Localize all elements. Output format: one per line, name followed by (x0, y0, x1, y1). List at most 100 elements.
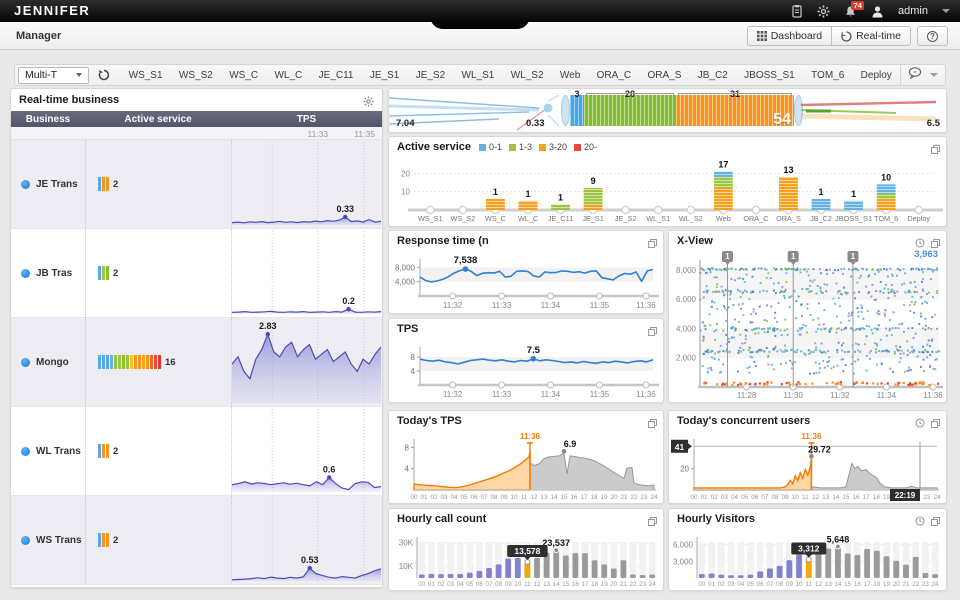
svg-text:11:36: 11:36 (801, 432, 822, 441)
svg-text:20: 20 (893, 581, 901, 588)
svg-text:09: 09 (786, 581, 794, 588)
svg-text:11:32: 11:32 (443, 301, 463, 310)
transaction-flow-panel[interactable]: 7.04 0.33 54 6.5 3 20 31 (388, 88, 947, 133)
user-icon[interactable] (871, 5, 884, 18)
svg-text:13: 13 (822, 494, 830, 501)
business-settings-gear-icon[interactable] (363, 94, 374, 112)
active-service-bars (98, 444, 109, 458)
business-table-header: Business Active service TPS (11, 111, 382, 127)
tab-TOM_6[interactable]: TOM_6 (811, 69, 845, 81)
concurrent-users-chart[interactable]: 20 41 00 01 02 03 04 05 06 07 08 09 10 11 12 13 14 15 16 17… (670, 428, 945, 502)
business-name: JE Trans (36, 178, 78, 190)
tab-WL_S2[interactable]: WL_S2 (510, 69, 544, 81)
todays-tps-title: Today's TPS (397, 415, 462, 427)
refresh-icon[interactable] (98, 69, 110, 81)
cylinder-segment-0 (570, 95, 584, 126)
tab-JE_C11[interactable]: JE_C11 (318, 69, 354, 81)
tab-WS_S2[interactable]: WS_S2 (178, 69, 213, 81)
tab-WS_C[interactable]: WS_C (229, 69, 259, 81)
svg-text:8,000: 8,000 (676, 266, 697, 275)
popup-icon[interactable] (648, 323, 657, 341)
svg-text:23: 23 (922, 581, 930, 588)
tps-sparkline: 2.83 (231, 318, 382, 406)
svg-text:08: 08 (495, 581, 503, 588)
tab-JBOSS_S1[interactable]: JBOSS_S1 (744, 69, 795, 81)
popup-icon[interactable] (931, 513, 940, 531)
business-row-ws-trans[interactable]: WS Trans 2 0.53 (11, 496, 382, 585)
popup-icon[interactable] (931, 235, 940, 253)
tab-WL_S1[interactable]: WL_S1 (461, 69, 495, 81)
outgoing-rate-value: 6.5 (926, 118, 940, 129)
popup-icon[interactable] (931, 415, 940, 433)
active-service-count: 2 (113, 178, 119, 190)
business-row-wl-trans[interactable]: WL Trans 2 0.6 (11, 407, 382, 496)
tab-Deploy[interactable]: Deploy (860, 69, 892, 81)
active-service-chart[interactable]: 10 20 WS_S1 WS_S2 1 WS_C 1 WL_C 1 JE_C11 9 JE_S1 JE_… (390, 154, 945, 225)
tab-JB_C2[interactable]: JB_C2 (697, 69, 728, 81)
business-row-jb-tras[interactable]: JB Tras 2 0.2 (11, 229, 382, 318)
tab-JE_S1[interactable]: JE_S1 (369, 69, 400, 81)
svg-text:02: 02 (437, 581, 445, 588)
popup-icon[interactable] (648, 513, 657, 531)
chat-bubble-icon[interactable] (908, 66, 922, 84)
todays-tps-panel: Today's TPS 4 8 00 01 02 03 04 05 06 07 08 09 10 11 12… (388, 410, 664, 504)
svg-text:19: 19 (601, 581, 609, 588)
svg-text:24: 24 (932, 581, 940, 588)
svg-text:21: 21 (620, 581, 628, 588)
svg-text:JE_S1: JE_S1 (582, 214, 604, 223)
tab-Web[interactable]: Web (559, 69, 581, 81)
admin-menu[interactable]: admin (898, 5, 928, 17)
svg-text:4: 4 (405, 465, 410, 474)
admin-caret-icon[interactable] (942, 9, 950, 13)
target-selector[interactable]: Multi-T (18, 66, 90, 84)
history-clock-icon[interactable] (915, 415, 925, 433)
realtime-button[interactable]: Real-time (832, 26, 911, 46)
toolbar-dropdown-caret[interactable] (930, 73, 938, 77)
report-icon[interactable] (791, 4, 803, 18)
popup-icon[interactable] (931, 141, 940, 159)
svg-text:11:32: 11:32 (830, 391, 850, 400)
tab-WS_S1[interactable]: WS_S1 (128, 69, 163, 81)
realtime-button-label: Real-time (856, 30, 901, 42)
history-clock-icon[interactable] (915, 235, 925, 253)
svg-text:04: 04 (450, 494, 458, 501)
time-label-1: 11:33 (307, 129, 329, 139)
popup-icon[interactable] (648, 415, 657, 433)
svg-text:08: 08 (490, 494, 498, 501)
tab-ORA_C[interactable]: ORA_C (596, 69, 632, 81)
svg-text:WS_S1: WS_S1 (418, 214, 443, 223)
popup-icon[interactable] (648, 235, 657, 253)
help-button[interactable]: ? (917, 26, 948, 46)
cylinder-segment-1 (584, 95, 676, 126)
svg-text:JE_C11: JE_C11 (548, 214, 573, 223)
hourly-visitors-chart[interactable]: 3,000 6,000 00 01 02 03 04 05 06 07 08 09 10 11 12 13 14… (670, 526, 945, 589)
svg-text:19: 19 (883, 581, 891, 588)
svg-text:01: 01 (701, 494, 709, 501)
svg-text:1: 1 (791, 252, 796, 261)
tab-ORA_S[interactable]: ORA_S (647, 69, 682, 81)
hourly-call-count-chart[interactable]: 10K 30K 00 01 02 03 04 05 06 07 08 09 10 11 12 13 14 15 16… (390, 526, 662, 589)
tab-JE_S2[interactable]: JE_S2 (415, 69, 446, 81)
business-row-mongo[interactable]: Mongo 16 2.83 (11, 318, 382, 407)
breadcrumb: Manager (16, 30, 62, 42)
tps-chart[interactable]: 4 8 11:32 11:33 11:34 11:35 11:36 7.5 (390, 336, 662, 401)
svg-text:06: 06 (476, 581, 484, 588)
svg-text:17: 17 (581, 581, 589, 588)
notifications-bell-icon[interactable]: 74 (844, 0, 865, 18)
dashboard-button[interactable]: Dashboard (746, 26, 833, 46)
xview-chart[interactable]: 2,000 4,000 6,000 8,000 11:28 11:30 11:32 11:34… (670, 248, 945, 401)
svg-text:5,648: 5,648 (827, 535, 850, 545)
response-time-chart[interactable]: 4,000 8,000 11:32 11:33 11:34 11:35 11:36 7,538 (390, 248, 662, 312)
history-clock-icon[interactable] (915, 513, 925, 531)
tps-sparkline: 0.53 (231, 496, 382, 584)
business-row-je-trans[interactable]: JE Trans 2 0.33 (11, 140, 382, 229)
status-dot (21, 268, 30, 278)
svg-text:6.9: 6.9 (564, 439, 577, 449)
svg-text:10: 10 (792, 494, 800, 501)
tab-WL_C[interactable]: WL_C (274, 69, 303, 81)
jennifer-logo[interactable]: JENNIFER (14, 3, 91, 18)
svg-text:17: 17 (864, 581, 872, 588)
todays-tps-chart[interactable]: 4 8 00 01 02 03 04 05 06 07 08 09 10 11 12 13 14 15 16 17 18… (390, 428, 662, 502)
settings-gear-icon[interactable] (817, 5, 830, 18)
svg-text:0.2: 0.2 (342, 296, 355, 306)
